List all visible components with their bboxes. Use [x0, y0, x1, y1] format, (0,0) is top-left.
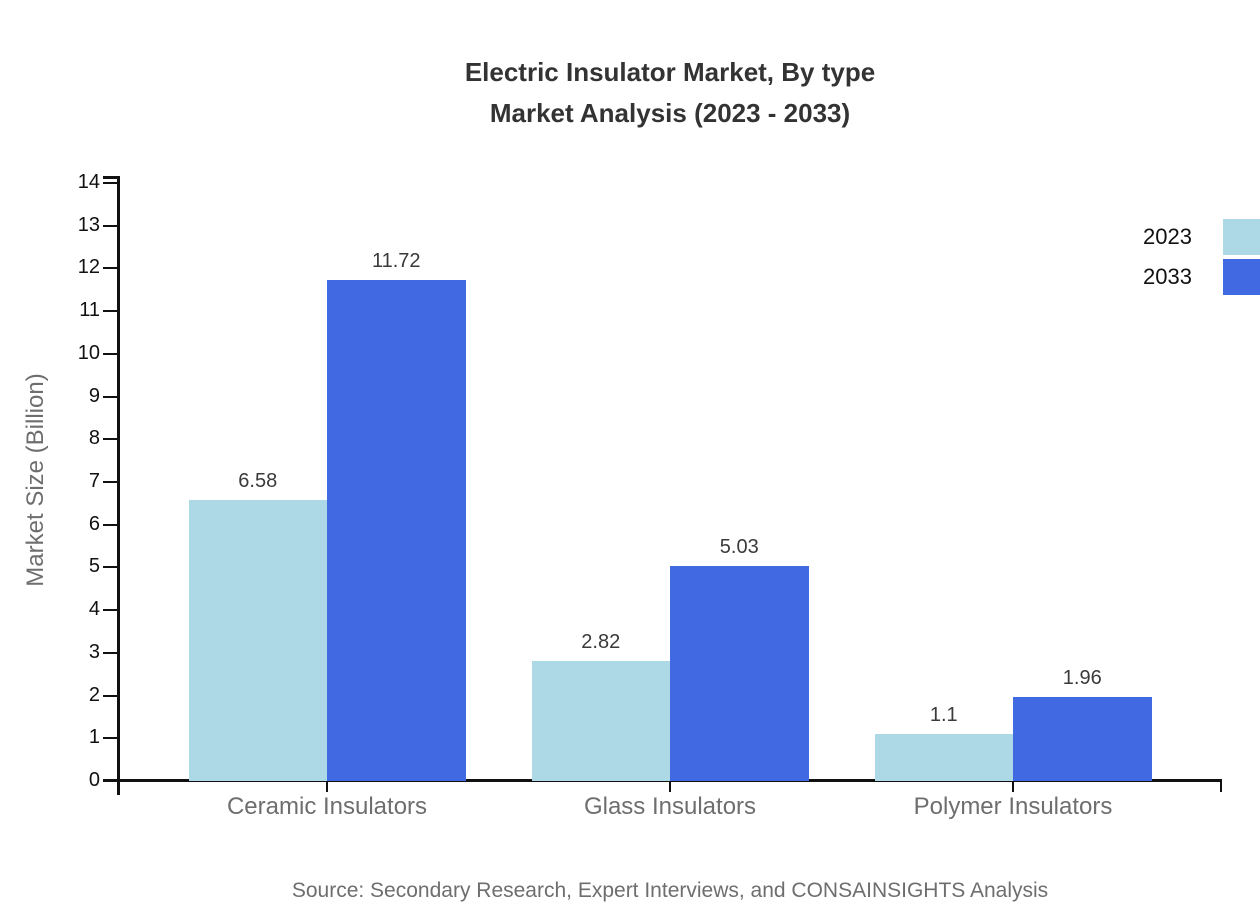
- y-tick-label: 1: [88, 726, 100, 749]
- bar-2033-2: [1013, 697, 1152, 781]
- y-tick-mark: [103, 523, 118, 526]
- y-tick-mark: [103, 651, 118, 654]
- chart-title-line2: Market Analysis (2023 - 2033): [489, 98, 851, 128]
- legend-label-2023: 2023: [1143, 224, 1192, 249]
- bar-2033-1: [670, 566, 809, 781]
- y-tick-mark: [103, 310, 118, 313]
- legend-label-2033: 2033: [1143, 264, 1192, 289]
- legend-swatch-2033: [1223, 259, 1260, 295]
- bar-2023-0: [188, 499, 327, 781]
- y-tick-mark: [103, 267, 118, 270]
- bar-2023-1: [531, 660, 670, 781]
- y-tick-mark: [103, 224, 118, 227]
- y-tick-label: 5: [88, 555, 100, 578]
- y-tick-label: 9: [88, 384, 100, 407]
- x-tick-mark: [1012, 782, 1014, 792]
- y-tick-mark: [103, 737, 118, 740]
- y-tick-mark: [103, 566, 118, 569]
- y-axis-line: [117, 176, 120, 795]
- bar-value-label: 1.96: [1062, 667, 1102, 690]
- y-tick-mark: [103, 182, 118, 184]
- y-tick-label: 11: [79, 299, 100, 322]
- x-tick-mark: [669, 782, 671, 792]
- y-tick-label: 2: [88, 683, 100, 706]
- bar-value-label: 1.1: [929, 704, 958, 726]
- chart-title-line1: Electric Insulator Market, By type: [464, 57, 876, 87]
- y-axis-top-cap: [103, 176, 120, 179]
- bar-2033-0: [327, 280, 466, 781]
- x-category-label: Glass Insulators: [583, 793, 757, 820]
- y-tick-mark: [103, 694, 118, 697]
- y-tick-label: 8: [88, 427, 100, 450]
- bar-value-label: 11.72: [371, 250, 421, 273]
- y-tick-mark: [103, 780, 118, 782]
- bar-value-label: 6.58: [238, 469, 278, 492]
- y-tick-mark: [103, 352, 118, 355]
- y-tick-label: 12: [77, 256, 100, 279]
- y-tick-label: 6: [88, 512, 100, 535]
- y-tick-label: 0: [88, 769, 100, 791]
- y-tick-mark: [103, 481, 118, 483]
- y-tick-mark: [103, 438, 118, 441]
- bar-value-label: 5.03: [719, 536, 759, 559]
- y-tick-label: 13: [77, 213, 100, 236]
- y-tick-mark: [103, 609, 118, 612]
- chart-title: Electric Insulator Market, By type Marke…: [80, 52, 1260, 134]
- y-tick-mark: [103, 395, 118, 398]
- y-tick-label: 7: [88, 470, 100, 492]
- x-tick-mark: [326, 782, 328, 792]
- y-tick-label: 3: [88, 640, 100, 663]
- bar-value-label: 2.82: [581, 630, 621, 653]
- y-tick-label: 4: [88, 598, 100, 621]
- x-axis-end-tick: [1220, 782, 1222, 792]
- x-category-label: Ceramic Insulators: [226, 793, 428, 820]
- y-tick-label: 10: [77, 341, 100, 364]
- y-tick-label: 14: [77, 171, 100, 193]
- x-category-label: Polymer Insulators: [913, 793, 1113, 820]
- bar-2023-2: [874, 734, 1013, 781]
- legend-swatch-2023: [1223, 219, 1260, 255]
- source-note: Source: Secondary Research, Expert Inter…: [291, 879, 1049, 902]
